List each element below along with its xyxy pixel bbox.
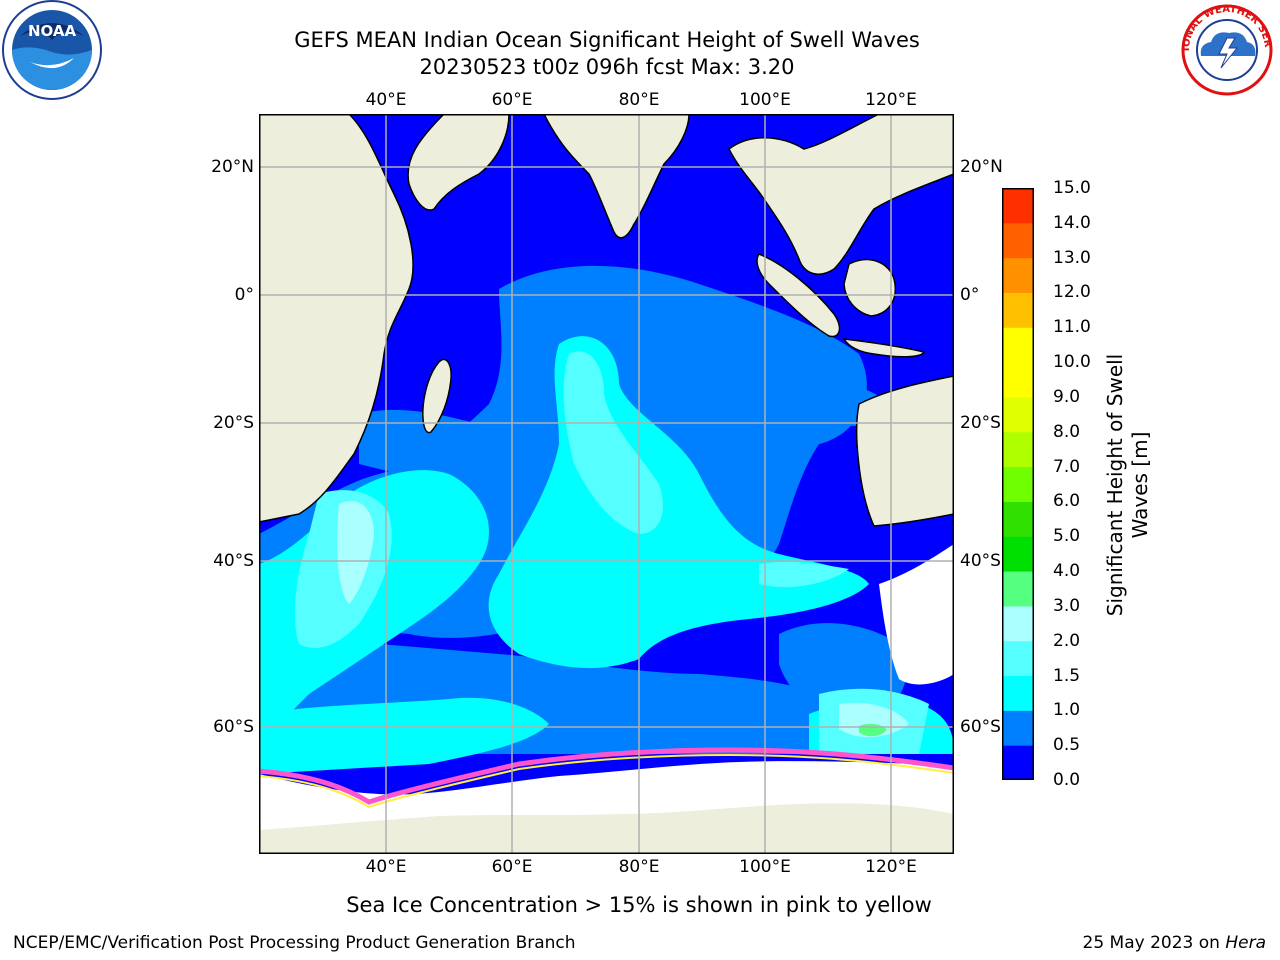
colorbar-title-line1: Significant Height of Swell bbox=[1103, 353, 1127, 617]
swell-band-1.5-2.0 bbox=[563, 351, 663, 534]
land-india bbox=[543, 114, 690, 239]
colorbar-cell bbox=[1002, 257, 1034, 293]
colorbar-cell bbox=[1002, 466, 1034, 502]
land-madagascar bbox=[422, 358, 452, 434]
colorbar-tick-label: 14.0 bbox=[1053, 212, 1091, 233]
lat-tick-right-20s: 20°S bbox=[960, 413, 1001, 433]
lon-tick-bottom-40e: 40°E bbox=[365, 857, 407, 877]
lat-tick-right-20n: 20°N bbox=[960, 157, 1003, 177]
colorbar-tick-label: 5.0 bbox=[1053, 526, 1081, 547]
colorbar-cell bbox=[1002, 188, 1034, 224]
colorbar-cell bbox=[1002, 501, 1034, 537]
colorbar-tick-label: 4.0 bbox=[1053, 561, 1081, 582]
colorbar-cell bbox=[1002, 327, 1034, 363]
lon-tick-top-40e: 40°E bbox=[365, 90, 407, 110]
sea-ice-edge bbox=[259, 747, 954, 805]
colorbar-tick-label: 2.0 bbox=[1053, 630, 1081, 651]
lat-tick-right-40s: 40°S bbox=[960, 551, 1001, 571]
footer-date-text: 25 May 2023 on bbox=[1082, 933, 1220, 953]
colorbar-tick-label: 1.5 bbox=[1053, 665, 1081, 686]
land-java bbox=[842, 338, 926, 358]
colorbar bbox=[1002, 188, 1034, 780]
lat-tick-right-0: 0° bbox=[960, 285, 980, 305]
lat-tick-left-20n: 20°N bbox=[211, 157, 254, 177]
lon-tick-bottom-120e: 120°E bbox=[865, 857, 917, 877]
colorbar-cell bbox=[1002, 536, 1034, 572]
swell-band-0.5-1.0-west bbox=[359, 409, 479, 479]
land-southeast-asia bbox=[728, 114, 954, 275]
lon-tick-top-120e: 120°E bbox=[865, 90, 917, 110]
lon-tick-top-80e: 80°E bbox=[618, 90, 660, 110]
colorbar-tick-label: 9.0 bbox=[1053, 386, 1081, 407]
map-subtitle: 20230523 t00z 096h fcst Max: 3.20 bbox=[419, 55, 795, 79]
colorbar-tick-label: 12.0 bbox=[1053, 282, 1091, 303]
land-australia bbox=[855, 375, 954, 527]
nws-logo: NATIONAL WEATHER SERVICE bbox=[1175, 0, 1273, 96]
lon-tick-bottom-60e: 60°E bbox=[491, 857, 533, 877]
map-border bbox=[259, 114, 954, 854]
lon-tick-bottom-100e: 100°E bbox=[739, 857, 791, 877]
lat-tick-left-60s: 60°S bbox=[213, 717, 254, 737]
swell-band-1.0-1.5-southwest bbox=[259, 697, 549, 774]
lat-tick-right-60s: 60°S bbox=[960, 717, 1001, 737]
colorbar-tick-label: 6.0 bbox=[1053, 491, 1081, 512]
colorbar-cell bbox=[1002, 605, 1034, 642]
noaa-logo: NOAA bbox=[2, 0, 102, 100]
colorbar-cell bbox=[1002, 292, 1034, 328]
colorbar-tick-label: 10.0 bbox=[1053, 352, 1091, 373]
colorbar-tick-label: 1.0 bbox=[1053, 700, 1081, 721]
colorbar-cell bbox=[1002, 222, 1034, 259]
land-arabia bbox=[407, 114, 510, 211]
colorbar-tick-label: 3.0 bbox=[1053, 595, 1081, 616]
colorbar-tick-label: 11.0 bbox=[1053, 317, 1091, 338]
colorbar-tick-label: 0.0 bbox=[1053, 770, 1081, 790]
map-title: GEFS MEAN Indian Ocean Significant Heigh… bbox=[294, 28, 920, 52]
no-data-areas bbox=[259, 544, 954, 830]
colorbar-cell bbox=[1002, 675, 1034, 711]
lon-tick-bottom-80e: 80°E bbox=[618, 857, 660, 877]
sea-ice-caption: Sea Ice Concentration > 15% is shown in … bbox=[346, 893, 932, 917]
colorbar-cell bbox=[1002, 710, 1034, 746]
colorbar-cell bbox=[1002, 640, 1034, 677]
land-borneo bbox=[843, 258, 896, 317]
lat-tick-left-40s: 40°S bbox=[213, 551, 254, 571]
footer-host: Hera bbox=[1225, 933, 1266, 953]
land-africa bbox=[259, 114, 414, 523]
lon-tick-top-60e: 60°E bbox=[491, 90, 533, 110]
sea-ice-edge-inner bbox=[259, 753, 954, 809]
footer-credit: NCEP/EMC/Verification Post Processing Pr… bbox=[13, 933, 576, 953]
colorbar-cell bbox=[1002, 431, 1034, 468]
colorbar-cell bbox=[1002, 362, 1034, 398]
colorbar-tick-label: 15.0 bbox=[1053, 178, 1091, 198]
colorbar-cell bbox=[1002, 396, 1034, 433]
colorbar-cell bbox=[1002, 571, 1034, 607]
lon-tick-top-100e: 100°E bbox=[739, 90, 791, 110]
colorbar-tick-label: 7.0 bbox=[1053, 456, 1081, 477]
lat-tick-left-20s: 20°S bbox=[213, 413, 254, 433]
colorbar-tick-label: 0.5 bbox=[1053, 735, 1081, 756]
lat-tick-left-0: 0° bbox=[234, 285, 254, 305]
colorbar-title-line2: Waves [m] bbox=[1128, 431, 1152, 539]
noaa-logo-text: NOAA bbox=[28, 22, 77, 40]
colorbar-tick-label: 8.0 bbox=[1053, 421, 1081, 442]
colorbar-cell bbox=[1002, 745, 1034, 780]
footer-date: 25 May 2023 on Hera bbox=[1083, 933, 1267, 953]
swell-height-map bbox=[259, 114, 954, 854]
swell-band-1.5-2.0-east bbox=[759, 561, 849, 588]
graticule bbox=[259, 114, 954, 854]
swell-band-2.0-3.0-west bbox=[337, 500, 374, 604]
colorbar-tick-label: 13.0 bbox=[1053, 247, 1091, 268]
